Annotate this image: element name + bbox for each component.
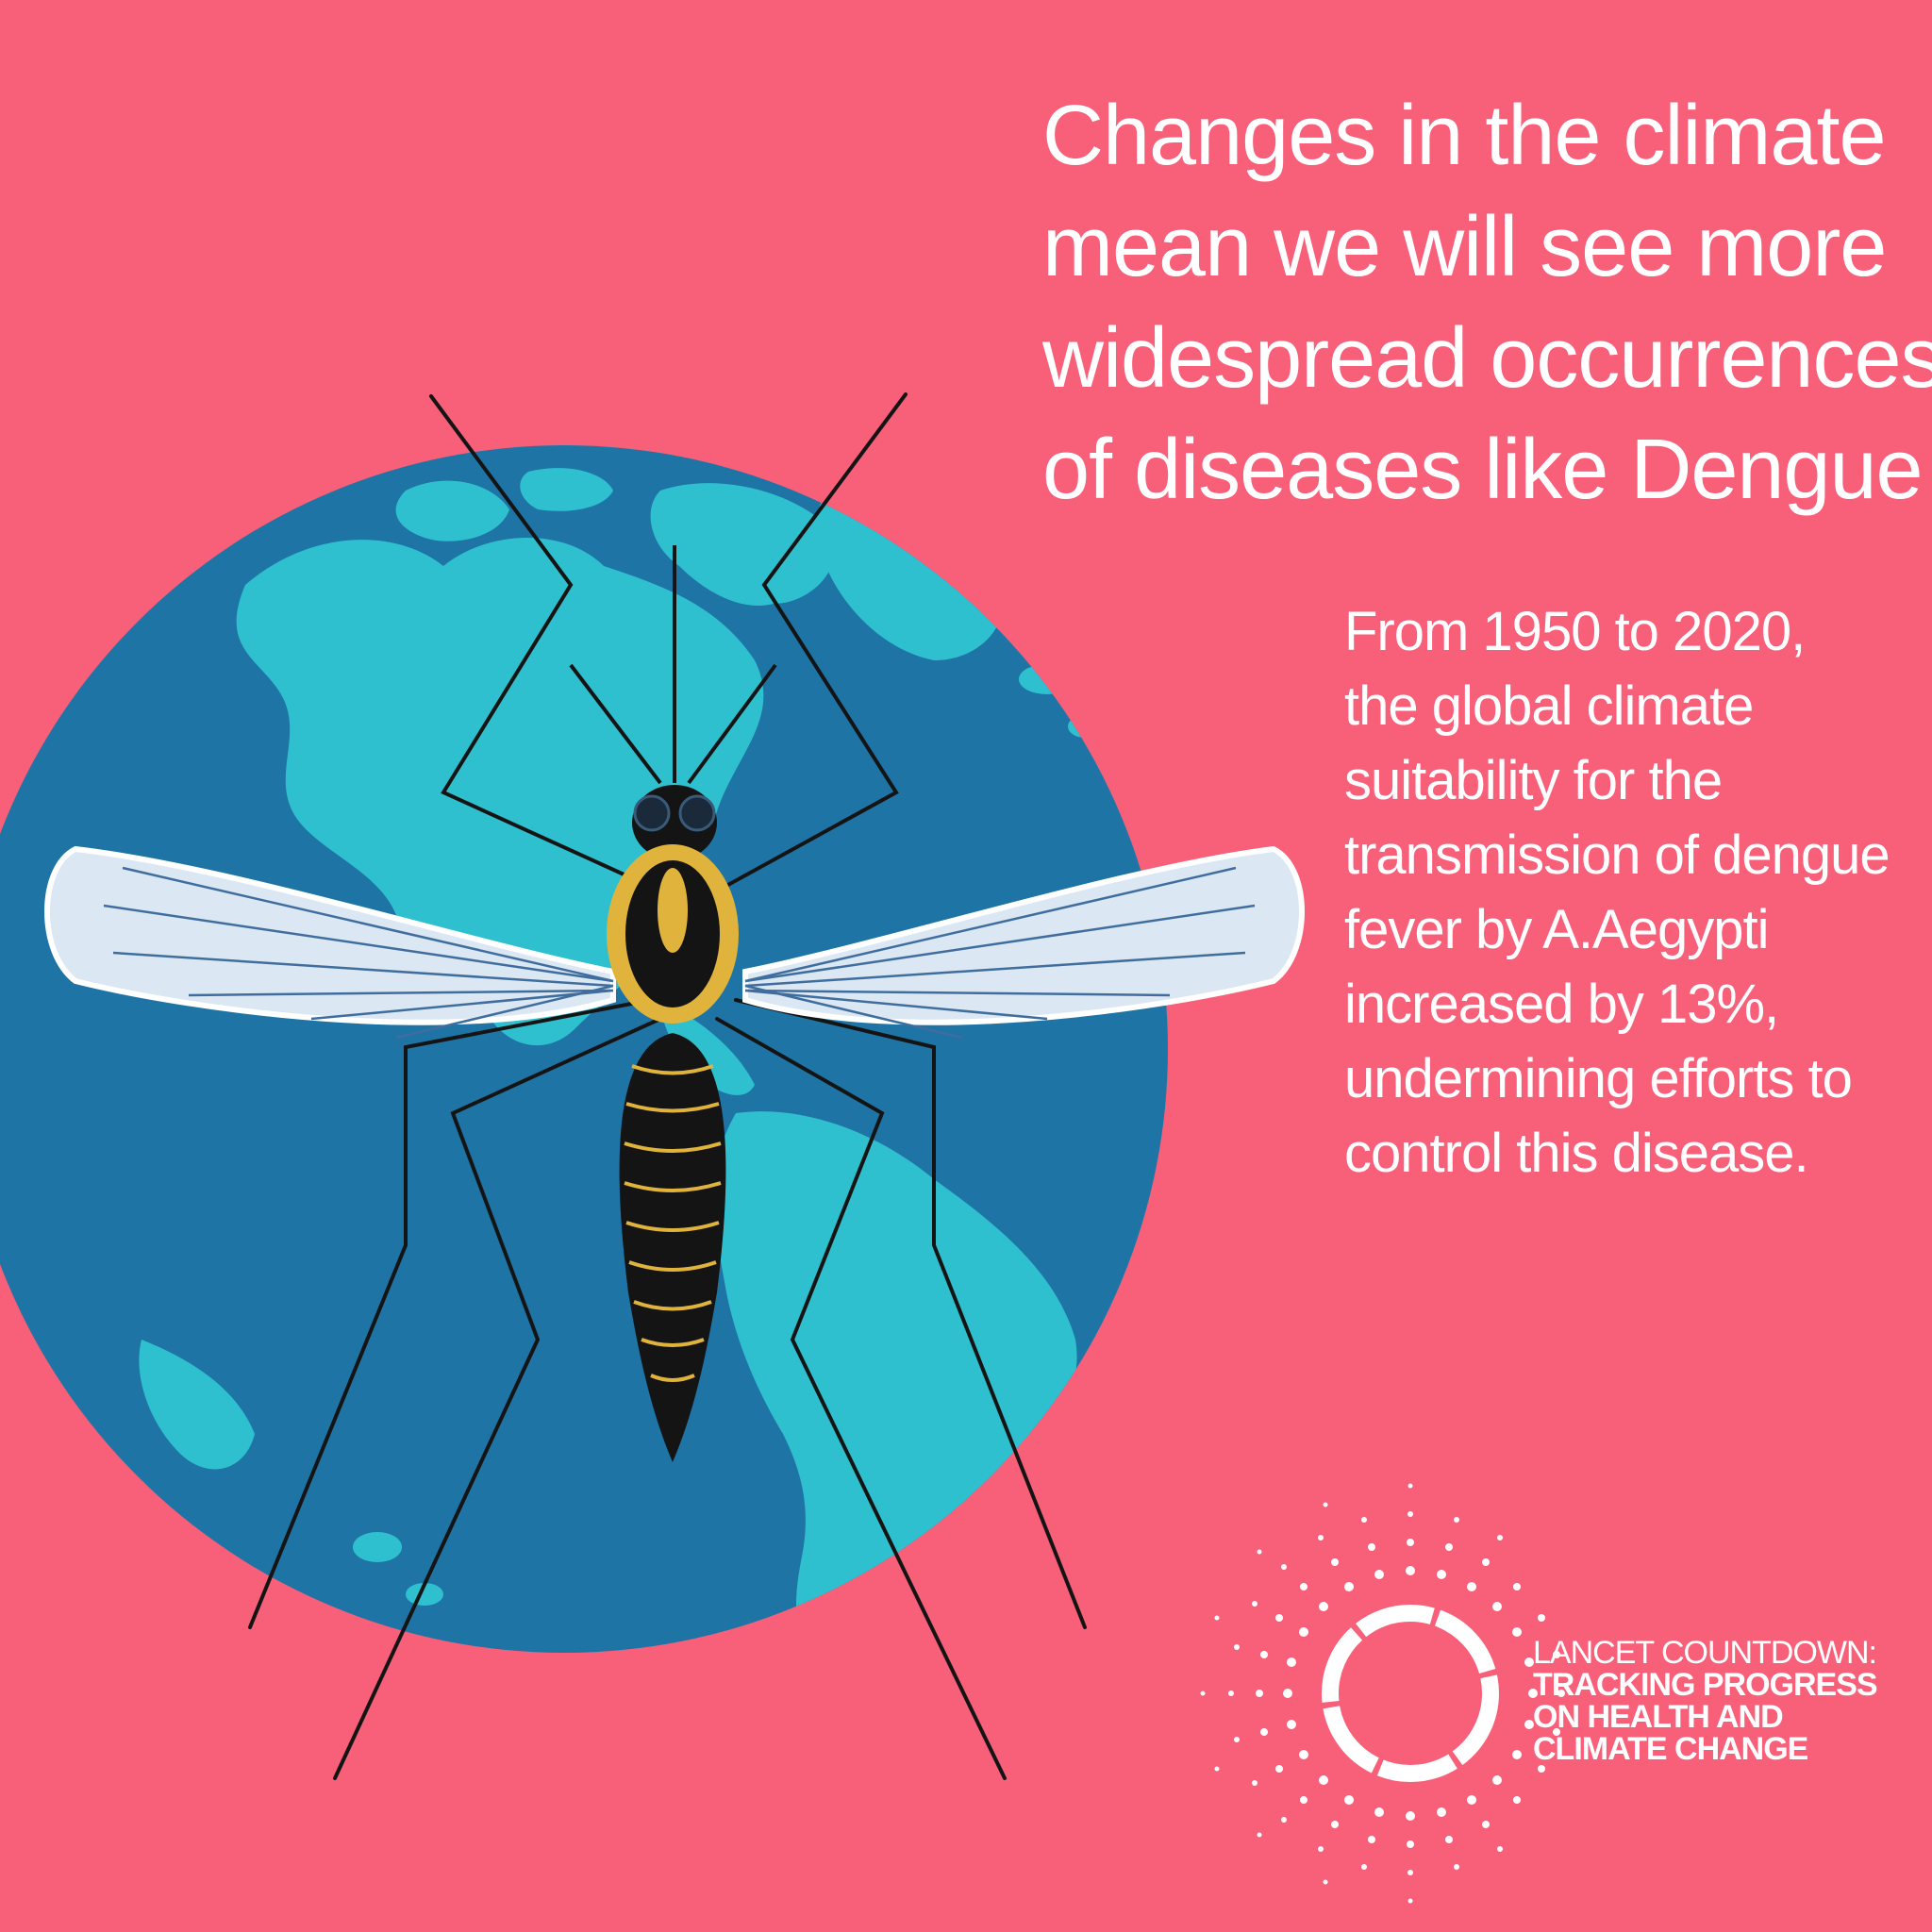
body-line: fever by A.Aegypti [1344, 899, 1769, 960]
headline-line: of diseases like Dengue [1042, 423, 1924, 517]
mosquito-head [632, 785, 717, 860]
lancet-countdown-logo-icon [1200, 1483, 1565, 1904]
logo-line-2: TRACKING PROGRESS [1533, 1667, 1878, 1703]
mosquito-illustration [44, 392, 1305, 1780]
globe-continents [139, 468, 1102, 1653]
mosquito-legs [248, 392, 1087, 1780]
body-line: transmission of dengue [1344, 824, 1890, 886]
logo-line-3: ON HEALTH AND [1533, 1699, 1784, 1735]
body-line: undermining efforts to [1344, 1048, 1853, 1109]
headline-line: Changes in the climate [1042, 89, 1887, 183]
body-line: From 1950 to 2020, [1344, 601, 1806, 662]
body-line: control this disease. [1344, 1123, 1809, 1184]
logo-line-1: LANCET COUNTDOWN: [1533, 1635, 1877, 1671]
mosquito-abdomen [619, 1033, 726, 1462]
body-line: the global climate [1344, 675, 1754, 737]
headline-line: widespread occurrences [1042, 311, 1932, 406]
logo-text: LANCET COUNTDOWN: TRACKING PROGRESS ON H… [1533, 1637, 1910, 1765]
headline: Changes in the climate mean we will see … [1042, 80, 1932, 525]
body-text: From 1950 to 2020, the global climate su… [1344, 594, 1910, 1191]
mosquito-thorax [607, 844, 739, 1024]
body-line: increased by 13%, [1344, 974, 1779, 1035]
logo-line-4: CLIMATE CHANGE [1533, 1731, 1808, 1767]
mosquito-wings [44, 845, 1305, 1040]
globe-illustration [0, 445, 1168, 1653]
mosquito-antennae [569, 545, 777, 785]
body-line: suitability for the [1344, 750, 1723, 811]
headline-line: mean we will see more [1042, 200, 1887, 294]
